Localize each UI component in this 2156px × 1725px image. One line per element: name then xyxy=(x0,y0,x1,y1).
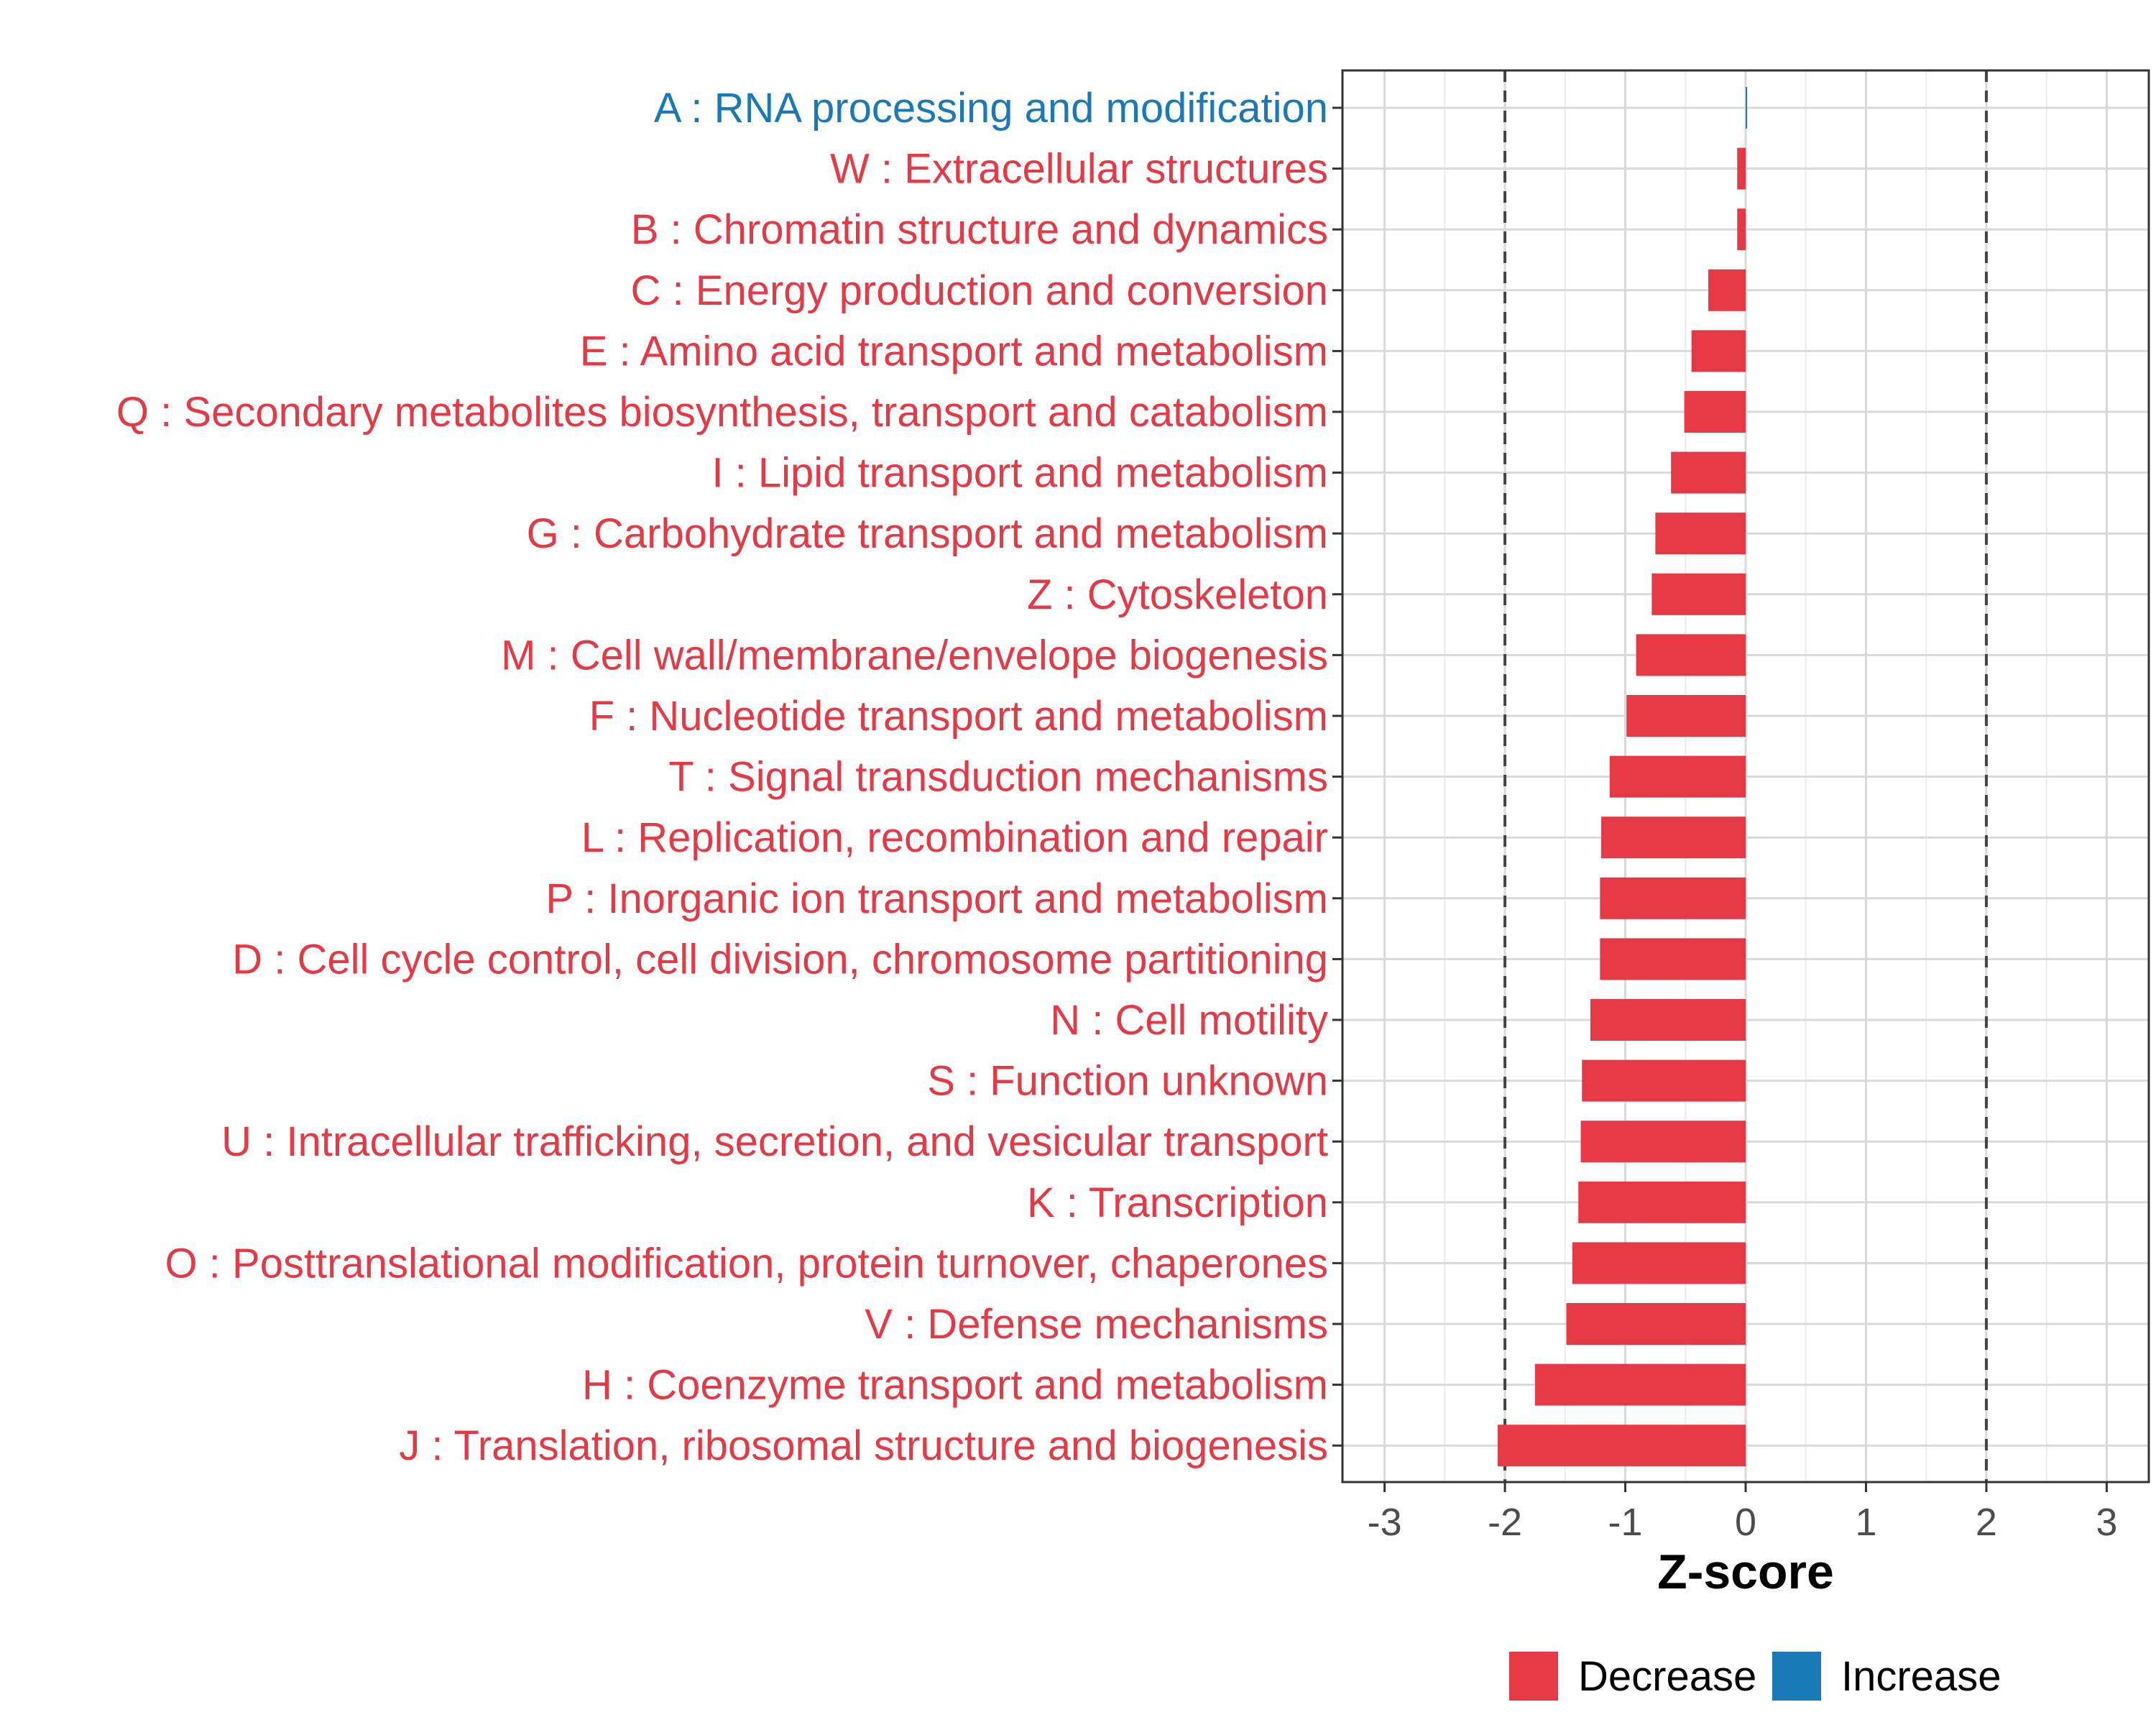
bar-n-cell-motility xyxy=(1590,999,1746,1041)
category-label: G : Carbohydrate transport and metabolis… xyxy=(527,510,1328,557)
category-label: U : Intracellular trafficking, secretion… xyxy=(221,1118,1328,1165)
bar-i-lipid-transport-and-metabolism xyxy=(1671,451,1746,494)
category-label: Z : Cytoskeleton xyxy=(1027,571,1328,618)
x-axis-ticks: -3 -2 -1 0 1 2 3 xyxy=(1368,1482,2117,1544)
x-axis-title: Z-score xyxy=(1657,1545,1834,1599)
category-label: Q : Secondary metabolites biosynthesis, … xyxy=(116,389,1328,436)
bar-u-intracellular-trafficking-secretion-and-vesicular-transport xyxy=(1580,1121,1746,1163)
category-label: L : Replication, recombination and repai… xyxy=(581,814,1328,861)
category-labels: A : RNA processing and modification W : E… xyxy=(116,85,1328,1469)
category-label: T : Signal transduction mechanisms xyxy=(668,754,1328,801)
bars xyxy=(1498,87,1747,1467)
bar-b-chromatin-structure-and-dynamics xyxy=(1737,208,1746,251)
bar-h-coenzyme-transport-and-metabolism xyxy=(1534,1363,1746,1406)
x-tick-label: -2 xyxy=(1488,1501,1522,1544)
x-tick-label: 3 xyxy=(2096,1501,2117,1544)
x-tick-label: 2 xyxy=(1976,1501,1997,1544)
x-tick-label: -1 xyxy=(1608,1501,1643,1544)
category-label: A : RNA processing and modification xyxy=(654,85,1328,132)
bar-k-transcription xyxy=(1578,1181,1746,1223)
bar-v-defense-mechanisms xyxy=(1566,1303,1746,1345)
bar-w-extracellular-structures xyxy=(1737,147,1746,190)
y-axis-ticks xyxy=(1332,106,1342,1447)
category-label: B : Chromatin structure and dynamics xyxy=(631,206,1328,253)
x-tick-label: 0 xyxy=(1735,1501,1756,1544)
category-label: O : Posttranslational modification, prot… xyxy=(165,1240,1328,1287)
legend-label-decrease: Decrease xyxy=(1578,1653,1756,1700)
category-label: F : Nucleotide transport and metabolism xyxy=(589,693,1328,740)
category-label: S : Function unknown xyxy=(927,1058,1328,1105)
category-label: E : Amino acid transport and metabolism xyxy=(580,328,1328,374)
category-label: M : Cell wall/membrane/envelope biogenes… xyxy=(501,632,1328,678)
legend-key-increase xyxy=(1772,1652,1821,1701)
category-label: N : Cell motility xyxy=(1050,997,1328,1044)
bar-f-nucleotide-transport-and-metabolism xyxy=(1626,695,1746,737)
legend: Decrease Increase xyxy=(1509,1652,2001,1701)
bar-q-secondary-metabolites-biosynthesis-transport-and-catabolism xyxy=(1684,391,1746,433)
x-tick-label: 1 xyxy=(1855,1501,1876,1544)
category-label: J : Translation, ribosomal structure and… xyxy=(399,1422,1328,1469)
legend-key-decrease xyxy=(1509,1652,1558,1701)
legend-label-increase: Increase xyxy=(1841,1653,2001,1700)
bar-e-amino-acid-transport-and-metabolism xyxy=(1691,330,1746,372)
category-label: K : Transcription xyxy=(1027,1179,1328,1226)
x-tick-label: -3 xyxy=(1368,1501,1402,1544)
bar-s-function-unknown xyxy=(1582,1059,1746,1102)
bar-z-cytoskeleton xyxy=(1651,573,1746,615)
category-label: W : Extracellular structures xyxy=(830,146,1328,193)
bar-c-energy-production-and-conversion xyxy=(1708,269,1746,311)
bar-j-translation-ribosomal-structure-and-biogenesis xyxy=(1498,1425,1746,1467)
category-label: I : Lipid transport and metabolism xyxy=(711,450,1328,497)
bar-m-cell-wall-membrane-envelope-biogenesis xyxy=(1636,634,1746,676)
category-label: P : Inorganic ion transport and metaboli… xyxy=(545,875,1328,922)
bar-g-carbohydrate-transport-and-metabolism xyxy=(1655,512,1746,555)
bar-t-signal-transduction-mechanisms xyxy=(1609,755,1746,798)
bar-l-replication-recombination-and-repair xyxy=(1601,816,1746,859)
category-label: H : Coenzyme transport and metabolism xyxy=(582,1362,1328,1409)
category-label: V : Defense mechanisms xyxy=(865,1301,1328,1348)
bar-a-rna-processing-and-modification xyxy=(1746,87,1747,129)
bar-d-cell-cycle-control-cell-division-chromosome-partitioning xyxy=(1600,938,1746,980)
bar-o-posttranslational-modification-protein-turnover-chaperones xyxy=(1572,1242,1746,1284)
category-label: C : Energy production and conversion xyxy=(631,267,1328,314)
reference-lines xyxy=(1503,70,1988,1482)
bar-p-inorganic-ion-transport-and-metabolism xyxy=(1600,877,1746,919)
category-label: D : Cell cycle control, cell division, c… xyxy=(232,936,1328,983)
